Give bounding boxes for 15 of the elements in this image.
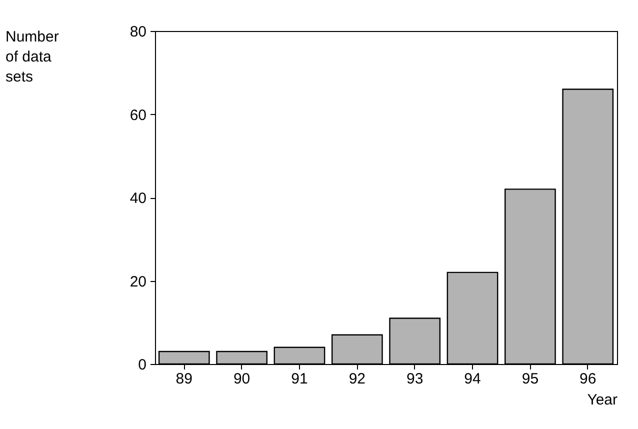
y-tick-label: 80 [130,24,146,40]
x-tick-label: 95 [522,370,539,388]
y-tick-label: 20 [130,273,146,290]
x-tick-label: 93 [406,370,424,388]
y-axis-title: Number of data sets [6,28,59,86]
y-tick-label: 0 [138,356,146,374]
x-tick-label: 94 [464,370,481,388]
x-tick-label: 90 [233,370,250,388]
x-tick-label: 96 [580,370,596,388]
y-tick-label: 60 [130,106,146,124]
x-axis-title: Year [587,392,618,408]
y-tick-label: 40 [130,190,146,207]
x-tick-label: 89 [176,370,192,388]
x-tick-label: 92 [348,370,366,388]
x-tick-label: 91 [291,370,308,388]
